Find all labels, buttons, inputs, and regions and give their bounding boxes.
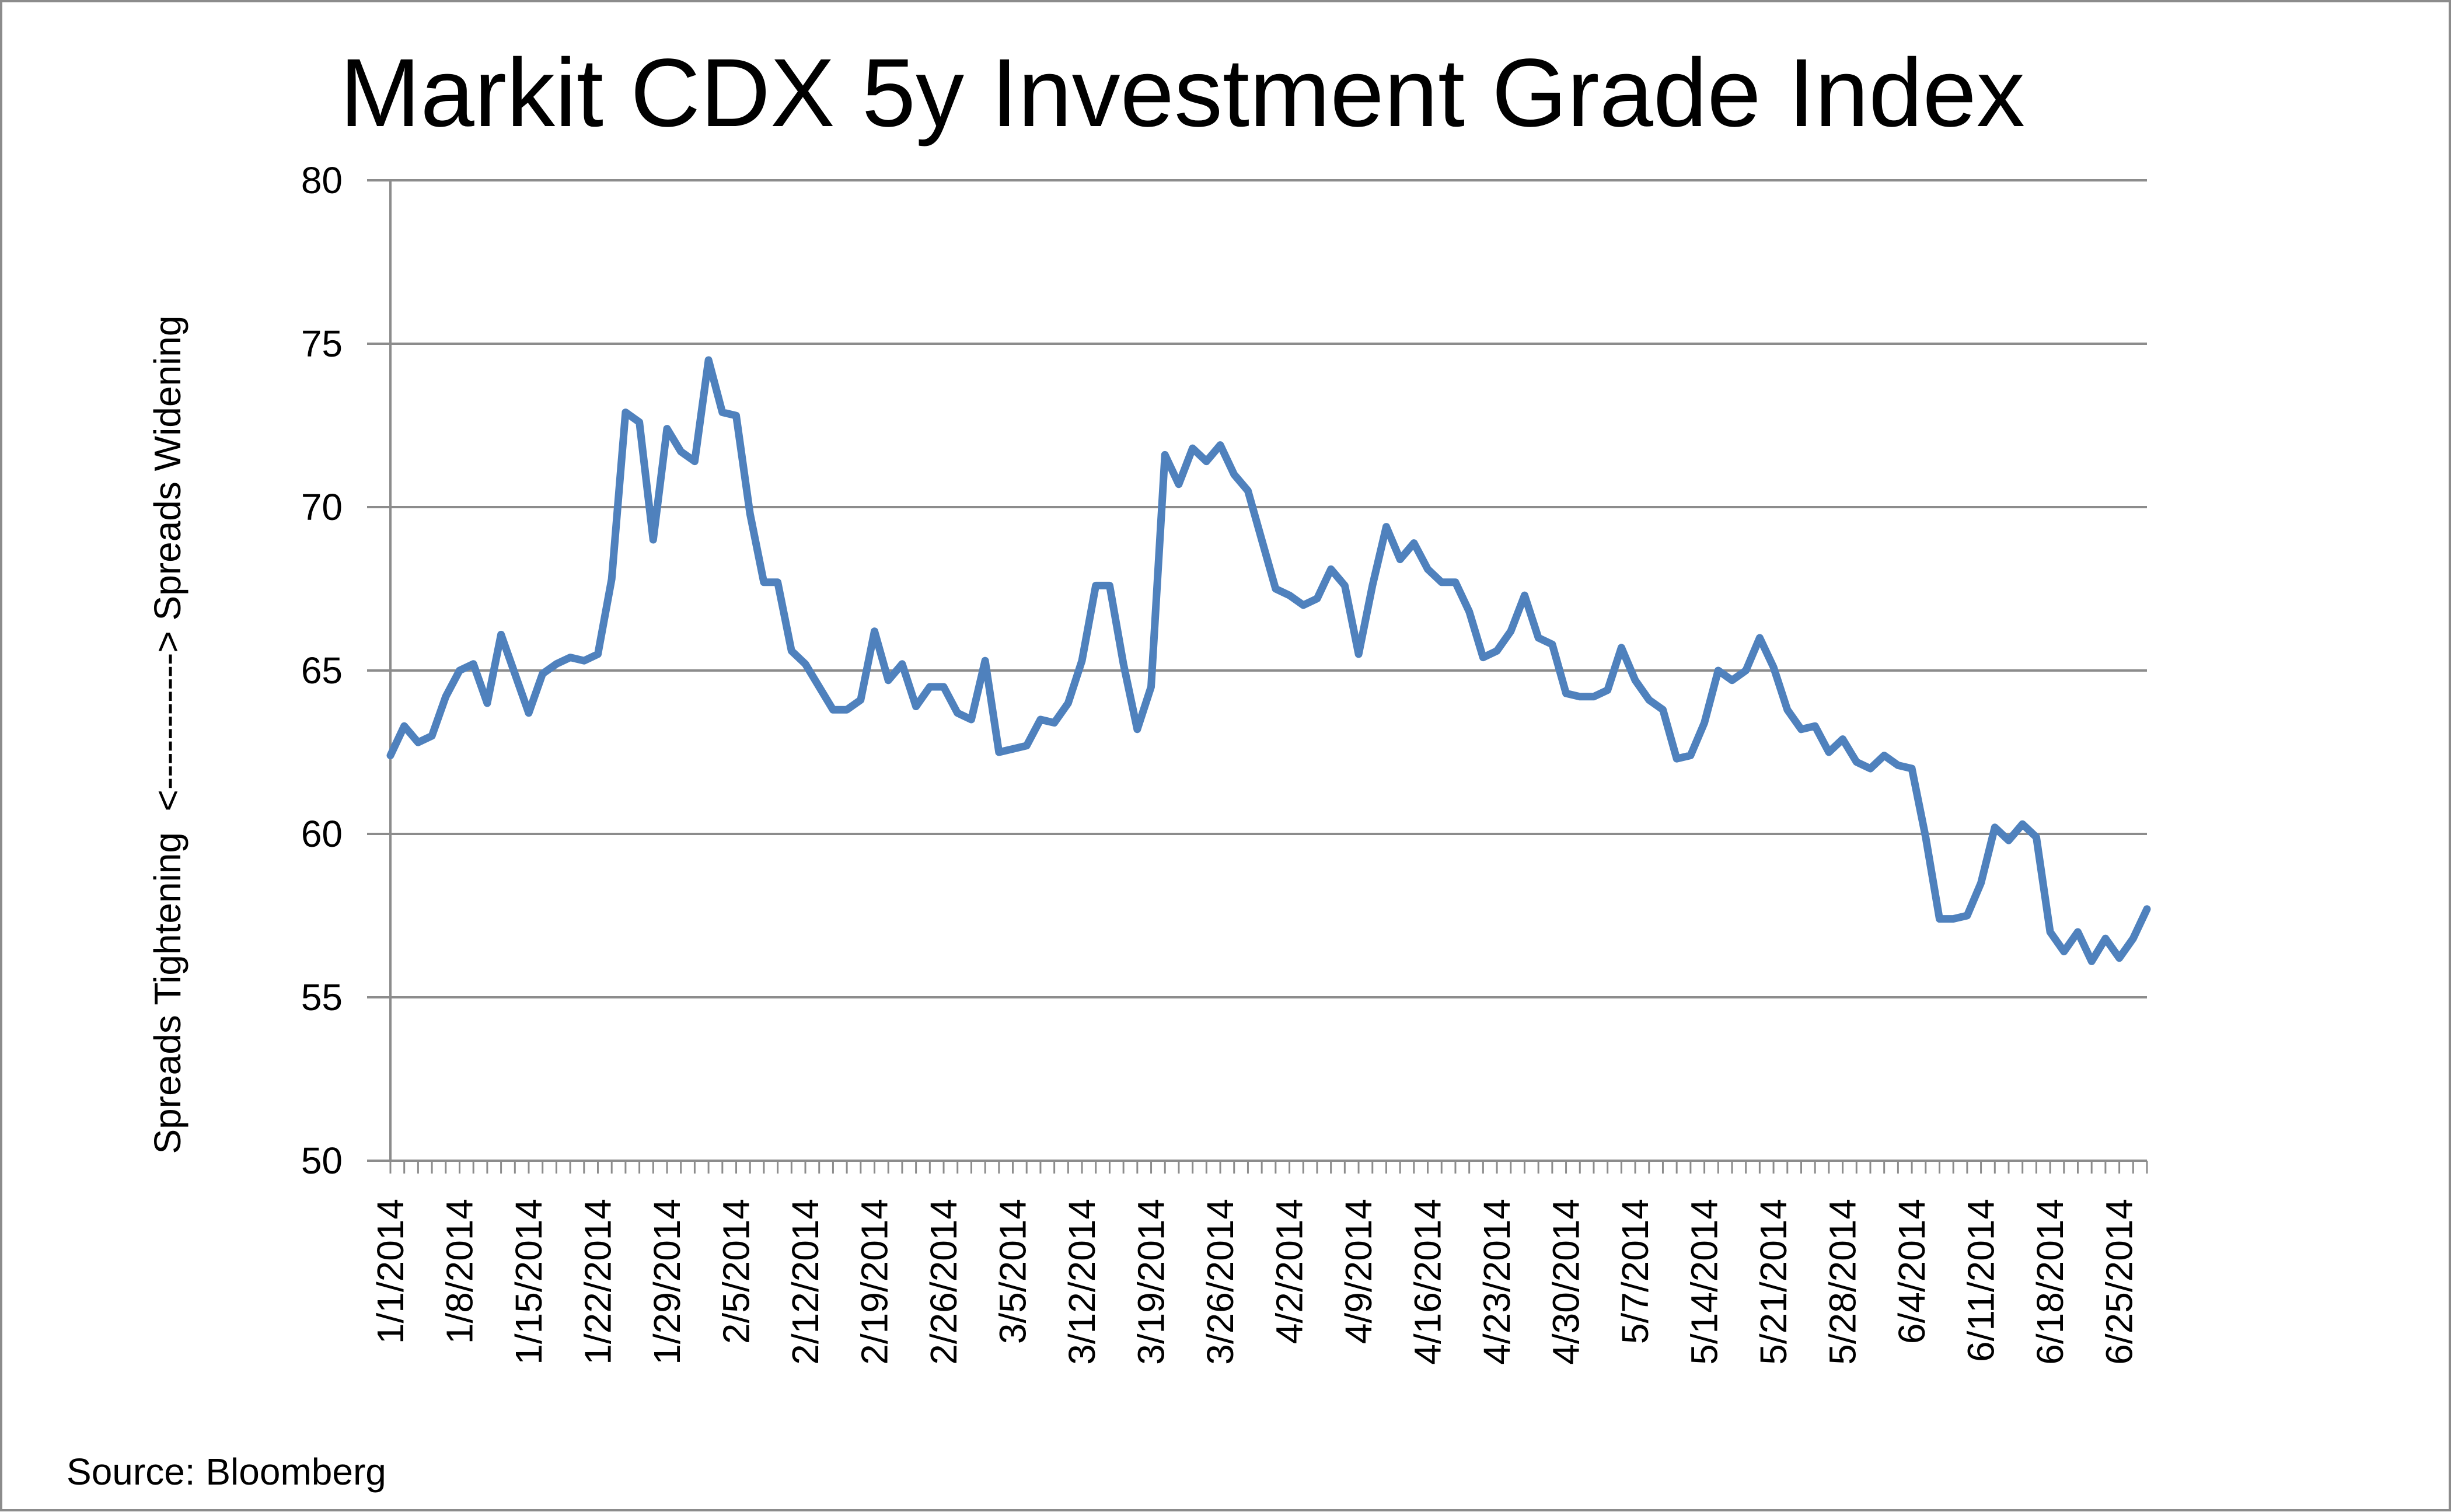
chart-title: Markit CDX 5y Investment Grade Index	[340, 39, 2025, 147]
x-tick-label: 6/4/2014	[1891, 1199, 1933, 1344]
y-axis-ticks: 50 55 60 65 70 75 80	[301, 159, 343, 1182]
x-tick-label: 6/11/2014	[1960, 1199, 2002, 1362]
x-axis	[389, 180, 2148, 1174]
x-tick-label: 3/19/2014	[1130, 1199, 1172, 1365]
y-tick-label: 50	[301, 1140, 343, 1182]
x-tick-label: 6/18/2014	[2029, 1199, 2071, 1365]
y-tick-label: 65	[301, 650, 343, 692]
x-tick-label: 4/2/2014	[1269, 1199, 1311, 1344]
y-tick-label: 60	[301, 813, 343, 855]
x-tick-label: 3/12/2014	[1061, 1199, 1103, 1365]
x-tick-label: 1/8/2014	[439, 1199, 481, 1344]
y-tick-label: 55	[301, 976, 343, 1018]
y-tick-label: 75	[301, 323, 343, 365]
series-layer	[386, 356, 2151, 965]
x-axis-tick-labels: 1/1/2014 1/8/2014 1/15/2014 1/22/2014 1/29/2…	[369, 1199, 2141, 1365]
x-tick-label: 4/16/2014	[1407, 1199, 1449, 1365]
y-tick-label: 70	[301, 486, 343, 528]
y-axis-label: Spreads Tightening <-----------> Spreads…	[146, 316, 188, 1154]
x-tick-label: 5/14/2014	[1684, 1199, 1726, 1365]
y-tick-label: 80	[301, 159, 343, 201]
x-tick-label: 1/15/2014	[508, 1199, 550, 1365]
x-tick-label: 2/5/2014	[715, 1199, 757, 1344]
x-tick-label: 5/28/2014	[1822, 1199, 1864, 1365]
series-line	[386, 356, 2151, 965]
x-tick-label: 4/9/2014	[1338, 1199, 1380, 1344]
x-tick-label: 2/26/2014	[923, 1199, 965, 1365]
x-tick-label: 2/19/2014	[854, 1199, 896, 1365]
x-tick-label: 5/7/2014	[1614, 1199, 1656, 1344]
gridlines	[367, 179, 2147, 1162]
x-tick-label: 2/12/2014	[784, 1199, 826, 1365]
x-tick-label: 4/30/2014	[1545, 1199, 1587, 1365]
x-tick-label: 1/1/2014	[369, 1199, 411, 1344]
x-tick-label: 3/5/2014	[992, 1199, 1034, 1344]
x-tick-label: 6/25/2014	[2099, 1199, 2141, 1365]
x-tick-label: 1/22/2014	[577, 1199, 619, 1365]
x-tick-label: 1/29/2014	[646, 1199, 688, 1365]
x-tick-label: 5/21/2014	[1752, 1199, 1794, 1365]
source-note: Source: Bloomberg	[67, 1451, 386, 1493]
x-tick-label: 3/26/2014	[1199, 1199, 1241, 1365]
x-tick-label: 4/23/2014	[1476, 1199, 1518, 1365]
